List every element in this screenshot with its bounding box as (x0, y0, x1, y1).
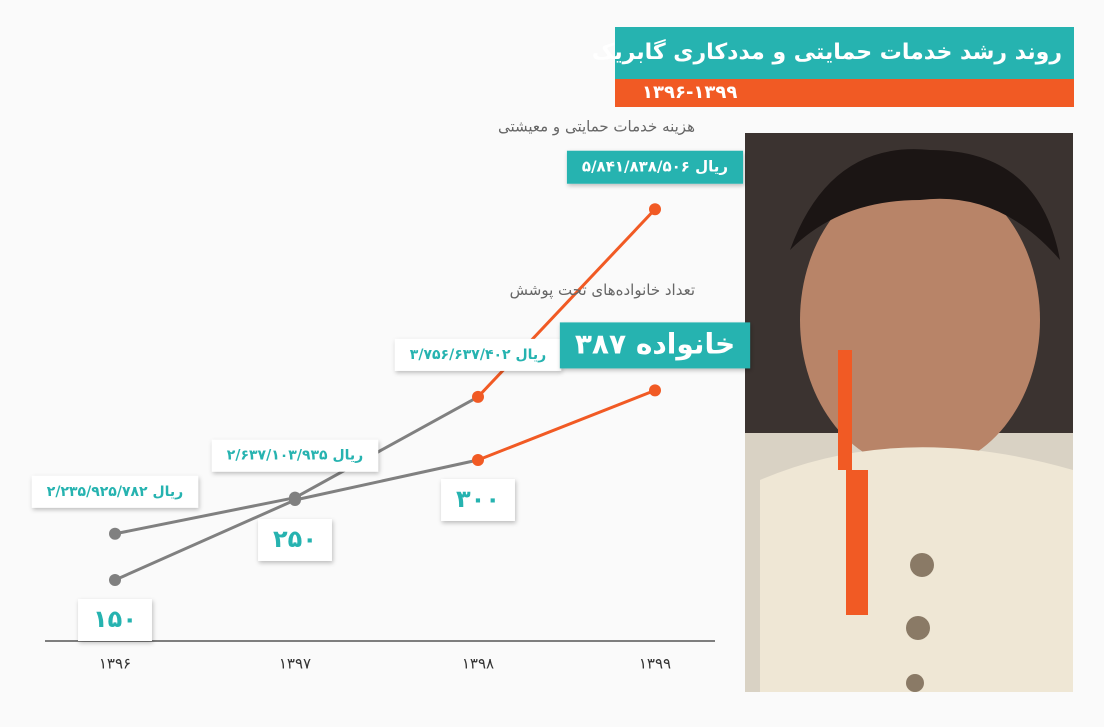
data-label: ۳۰۰ (456, 485, 500, 513)
x-tick-label: ۱۳۹۶ (99, 655, 131, 673)
series-name: هزینه خدمات حمایتی و معیشتی (498, 118, 695, 136)
chart-subtitle: ۱۳۹۶-۱۳۹۹ (642, 82, 737, 103)
line-segment (114, 498, 296, 582)
data-label: ۳/۷۵۶/۶۳۷/۴۰۲ ریال (410, 347, 546, 363)
label-box (566, 150, 744, 184)
x-tick-label: ۱۳۹۹ (639, 655, 671, 673)
photo (745, 133, 1073, 692)
label-box (31, 475, 199, 508)
data-label: ۱۵۰ (93, 605, 137, 633)
data-label: ۲/۶۳۷/۱۰۳/۹۳۵ ریال (227, 448, 363, 464)
x-tick-label: ۱۳۹۷ (279, 655, 311, 673)
label-box (559, 322, 751, 369)
point (649, 384, 661, 397)
point (472, 390, 484, 403)
label-box (394, 338, 562, 371)
data-label: ۳۸۷ خانواده (575, 327, 735, 360)
line-segment (477, 389, 656, 462)
label-box (441, 479, 515, 521)
point (289, 494, 301, 506)
title-band (615, 27, 1074, 79)
label-box (78, 599, 152, 641)
data-label: ۲۵۰ (273, 525, 317, 553)
series: ۱۵۰ ۲۵۰ ۳۰۰ ۳۸۷ خانواده تعداد خانواده‌های تح… (78, 281, 751, 641)
point (109, 527, 121, 540)
label-box (258, 519, 332, 561)
label-box (211, 439, 379, 472)
point (472, 454, 484, 466)
subtitle-band (615, 79, 1074, 107)
chart-title: روند رشد خدمات حمایتی و مددکاری گابریک (592, 38, 1062, 65)
data-label: ۵/۸۴۱/۸۳۸/۵۰۶ ریال (582, 158, 728, 176)
line-segment (294, 458, 479, 502)
series: ۲/۲۳۵/۹۲۵/۷۸۲ ریال ۲/۶۳۷/۱۰۳/۹۳۵ ریال ۳/۷۵… (31, 118, 744, 540)
x-tick-label: ۱۳۹۸ (462, 655, 494, 673)
point (109, 574, 121, 586)
line-segment (114, 496, 296, 536)
series-name: تعداد خانواده‌های تحت پوشش (510, 281, 695, 300)
data-label: ۲/۲۳۵/۹۲۵/۷۸۲ ریال (47, 484, 183, 500)
line-segment (294, 395, 479, 499)
point (649, 203, 661, 216)
